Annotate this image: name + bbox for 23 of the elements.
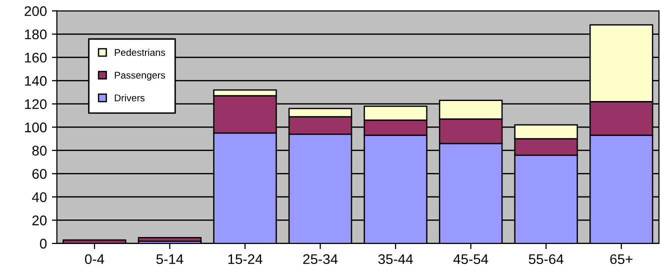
y-tick-label: 80 [32, 146, 47, 156]
y-tick-label: 100 [25, 122, 47, 132]
y-tick-label: 0 [40, 238, 47, 249]
legend-label: Pedestrians [114, 48, 166, 56]
legend-label: Drivers [114, 94, 145, 102]
y-tick-label: 180 [25, 29, 47, 40]
x-tick-label: 25-34 [303, 254, 338, 264]
y-tick-label: 40 [32, 192, 47, 202]
x-tick-label: 65+ [610, 254, 632, 264]
y-tick-label: 200 [24, 6, 47, 16]
x-tick-label: 5-14 [156, 254, 184, 264]
x-tick-label: 45-54 [453, 254, 488, 264]
x-tick-label: 35-44 [378, 254, 413, 264]
x-tick-label: 15-24 [228, 254, 262, 264]
y-tick-label: 120 [25, 99, 47, 110]
y-tick-label: 20 [32, 216, 47, 226]
y-tick-label: 60 [32, 169, 47, 179]
legend-label: Passengers [114, 72, 166, 81]
bar [138, 237, 202, 242]
y-tick-label: 140 [25, 76, 47, 86]
x-tick-label: 0-4 [85, 254, 104, 264]
y-tick-label: 160 [25, 52, 47, 63]
x-tick-label: 55-64 [528, 254, 564, 264]
